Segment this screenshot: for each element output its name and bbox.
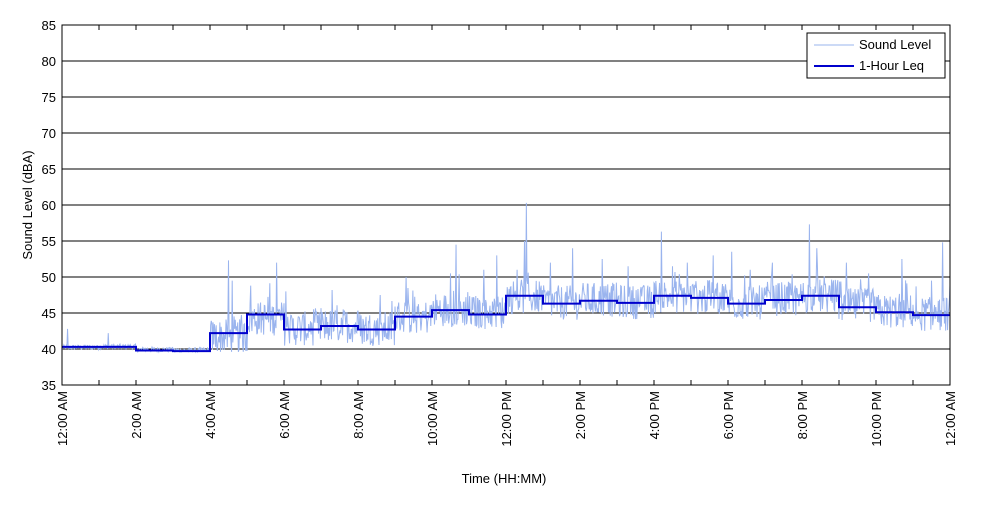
x-tick-label: 8:00 AM: [351, 391, 366, 439]
x-tick-label: 12:00 PM: [499, 391, 514, 447]
y-tick-label: 75: [42, 90, 56, 105]
y-tick-label: 40: [42, 342, 56, 357]
y-tick-label: 45: [42, 306, 56, 321]
x-tick-label: 6:00 PM: [721, 391, 736, 439]
y-tick-label: 55: [42, 234, 56, 249]
x-tick-label: 8:00 PM: [795, 391, 810, 439]
y-axis-ticks: 35 40 45 50 55 60 65 70 75 80 85: [42, 18, 56, 393]
y-axis-label: Sound Level (dBA): [20, 150, 35, 259]
x-tick-label: 6:00 AM: [277, 391, 292, 439]
leq-step-line: [62, 294, 950, 353]
x-axis-label: Time (HH:MM): [462, 471, 547, 486]
y-tick-label: 65: [42, 162, 56, 177]
y-tick-label: 70: [42, 126, 56, 141]
x-tick-label: 4:00 PM: [647, 391, 662, 439]
y-tick-label: 60: [42, 198, 56, 213]
legend: Sound Level 1-Hour Leq: [806, 32, 946, 79]
y-tick-label: 35: [42, 378, 56, 393]
leq-series: [62, 294, 950, 353]
legend-sound-label: Sound Level: [859, 37, 931, 52]
legend-box: [806, 32, 946, 79]
x-tick-label: 2:00 AM: [129, 391, 144, 439]
x-tick-label: 10:00 PM: [869, 391, 884, 447]
x-tick-label: 4:00 AM: [203, 391, 218, 439]
y-tick-label: 80: [42, 54, 56, 69]
x-axis-ticks: 12:00 AM 2:00 AM 4:00 AM 6:00 AM 8:00 AM 10:0…: [55, 25, 958, 447]
x-tick-label: 12:00 AM: [55, 391, 70, 446]
legend-leq-label: 1-Hour Leq: [859, 58, 924, 73]
x-tick-label: 10:00 AM: [425, 391, 440, 446]
x-tick-label: 2:00 PM: [573, 391, 588, 439]
y-tick-label: 50: [42, 270, 56, 285]
y-tick-label: 85: [42, 18, 56, 33]
x-tick-label: 12:00 AM: [943, 391, 958, 446]
